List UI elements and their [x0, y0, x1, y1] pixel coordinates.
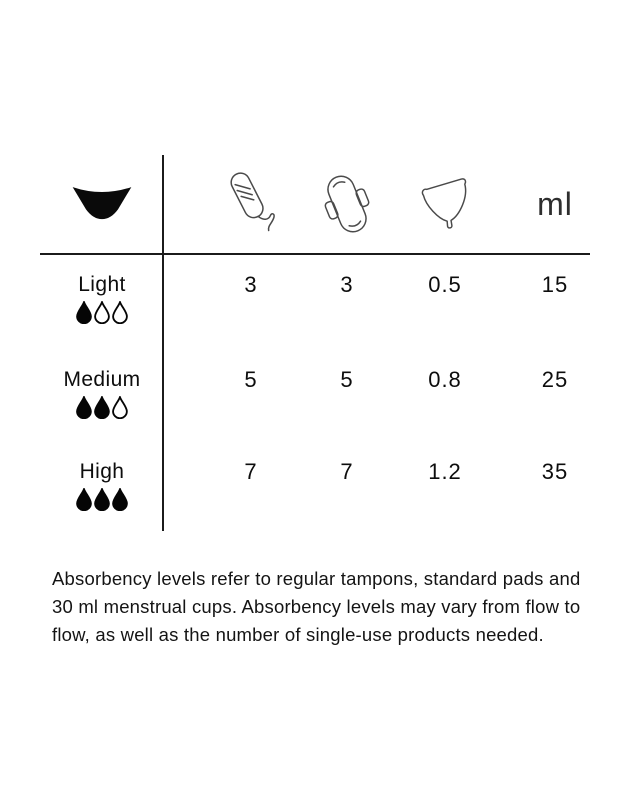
drop-filled-icon: [112, 488, 128, 511]
footnote-line: flow, as well as the number of single-us…: [52, 624, 544, 645]
footnote-line: Absorbency levels refer to regular tampo…: [52, 568, 581, 589]
row-header-high: High: [76, 459, 129, 511]
column-header-ml: ml: [537, 155, 573, 253]
cell-medium-pads: 5: [340, 367, 354, 392]
drop-outline-icon: [94, 301, 110, 324]
row-axis-header: [70, 155, 134, 253]
drop-outline-icon: [112, 396, 128, 419]
cell-light-tampons: 3: [244, 272, 258, 297]
row-label: High: [79, 460, 125, 483]
column-header-tampon: [221, 155, 281, 253]
flow-drops: [63, 396, 140, 419]
cell-high-tampons: 7: [244, 459, 258, 484]
cell-medium-tampons: 5: [244, 367, 258, 392]
cell-high-pads: 7: [340, 459, 354, 484]
drop-filled-icon: [76, 488, 92, 511]
cell-light-ml: 15: [541, 272, 569, 297]
tampon-icon: [230, 172, 275, 232]
footnote-line: 30 ml menstrual cups. Absorbency levels …: [52, 596, 581, 617]
drop-filled-icon: [94, 396, 110, 419]
drop-filled-icon: [76, 396, 92, 419]
flow-drops: [76, 301, 129, 324]
row-label: Light: [78, 273, 126, 296]
cell-medium-cups: 0.8: [428, 367, 462, 392]
cell-high-cups: 1.2: [428, 459, 462, 484]
row-header-light: Light: [76, 272, 129, 324]
footnote: Absorbency levels refer to regular tampo…: [52, 565, 600, 649]
underwear-icon: [72, 187, 132, 220]
drop-filled-icon: [76, 301, 92, 324]
ml-unit-label: ml: [537, 185, 573, 222]
cell-medium-ml: 25: [541, 367, 569, 392]
flow-drops: [76, 488, 129, 511]
column-header-pad: [312, 155, 382, 253]
table-vertical-divider: [162, 155, 164, 531]
cell-high-ml: 35: [541, 459, 569, 484]
table-horizontal-divider: [40, 253, 590, 255]
menstrual-cup-icon: [421, 178, 467, 229]
cell-light-cups: 0.5: [428, 272, 462, 297]
row-header-medium: Medium: [63, 367, 140, 419]
cell-light-pads: 3: [340, 272, 354, 297]
drop-outline-icon: [112, 301, 128, 324]
column-header-cup: [414, 155, 476, 253]
row-label: Medium: [63, 368, 141, 391]
pad-icon: [324, 175, 370, 233]
drop-filled-icon: [94, 488, 110, 511]
